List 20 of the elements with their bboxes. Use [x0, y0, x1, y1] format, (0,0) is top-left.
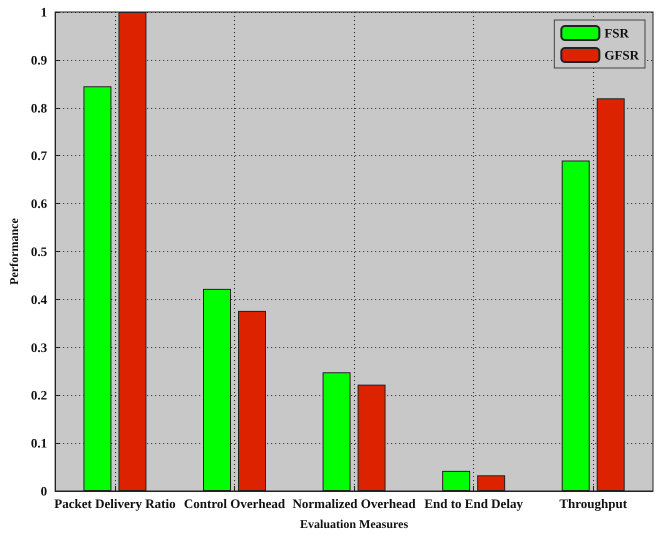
y-tick-label: 0.6 [30, 196, 48, 212]
legend-label: FSR [604, 26, 630, 40]
y-tick-label: 1 [40, 4, 48, 20]
y-tick-label: 0.1 [30, 436, 48, 451]
y-axis-title: Performance [7, 218, 21, 285]
y-tick-label: 0 [40, 484, 48, 498]
x-tick-label: Packet Delivery Ratio [54, 496, 176, 511]
y-tick-label: 0.7 [30, 148, 48, 164]
y-tick-label: 0.8 [30, 100, 48, 116]
x-tick-label: Normalized Overhead [292, 496, 416, 511]
x-tick-label: Control Overhead [184, 496, 286, 511]
x-axis-title: Evaluation Measures [300, 517, 408, 531]
x-tick-label: End to End Delay [424, 496, 524, 511]
y-tick-label: 0.9 [30, 52, 48, 68]
y-tick-label: 0.3 [30, 340, 48, 355]
y-tick-label: 0.4 [30, 292, 48, 307]
legend-label: GFSR [604, 48, 640, 62]
y-tick-label: 0.5 [30, 244, 48, 259]
y-tick-label: 0.2 [30, 388, 48, 403]
x-tick-label: Throughput [559, 496, 628, 511]
